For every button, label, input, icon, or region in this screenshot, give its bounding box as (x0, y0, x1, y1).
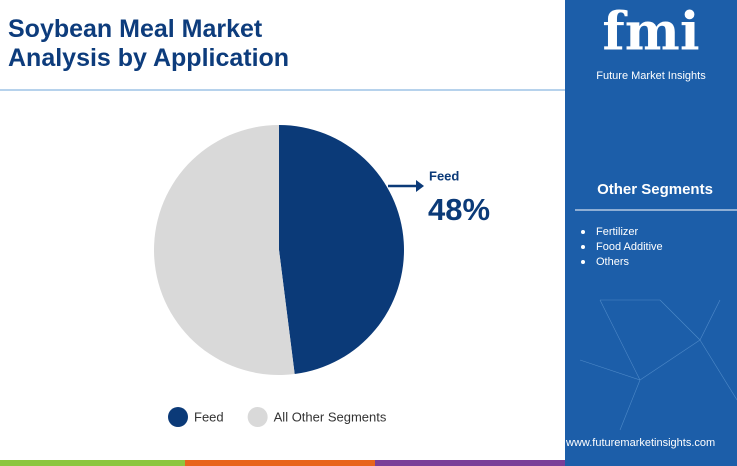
data-label: 48% (428, 192, 490, 227)
bullet (581, 230, 585, 234)
legend-label: Feed (194, 409, 224, 424)
pie-slice (279, 125, 405, 375)
url: www.futuremarketinsights.com (565, 437, 715, 449)
footer-stripe (185, 460, 375, 466)
logo: fmi (602, 2, 699, 63)
segment-item: Fertilizer (596, 226, 639, 238)
segment-item: Others (596, 256, 630, 268)
brand: Future Market Insights (596, 70, 706, 82)
title-line: Soybean Meal Market (8, 15, 263, 43)
chart-title: Soybean Meal Market Analysis by Applicati… (8, 15, 289, 72)
sidebar (565, 0, 737, 460)
legend-label: All Other Segments (274, 409, 387, 424)
footer-stripe (0, 460, 185, 466)
bullet (581, 245, 585, 249)
network-decor (579, 299, 737, 431)
segment-item: Food Additive (596, 241, 663, 253)
pie-slice (154, 125, 295, 375)
annotation-category: Feed (429, 168, 459, 183)
legend-swatch (247, 407, 268, 427)
footer-stripe (565, 460, 737, 466)
legend-swatch (168, 407, 188, 427)
title-line: Analysis by Application (8, 44, 289, 72)
footer-stripe (375, 460, 565, 466)
annotation-arrowhead (416, 180, 424, 192)
bullet (581, 260, 585, 264)
sidebar-heading: Other Segments (597, 181, 713, 198)
